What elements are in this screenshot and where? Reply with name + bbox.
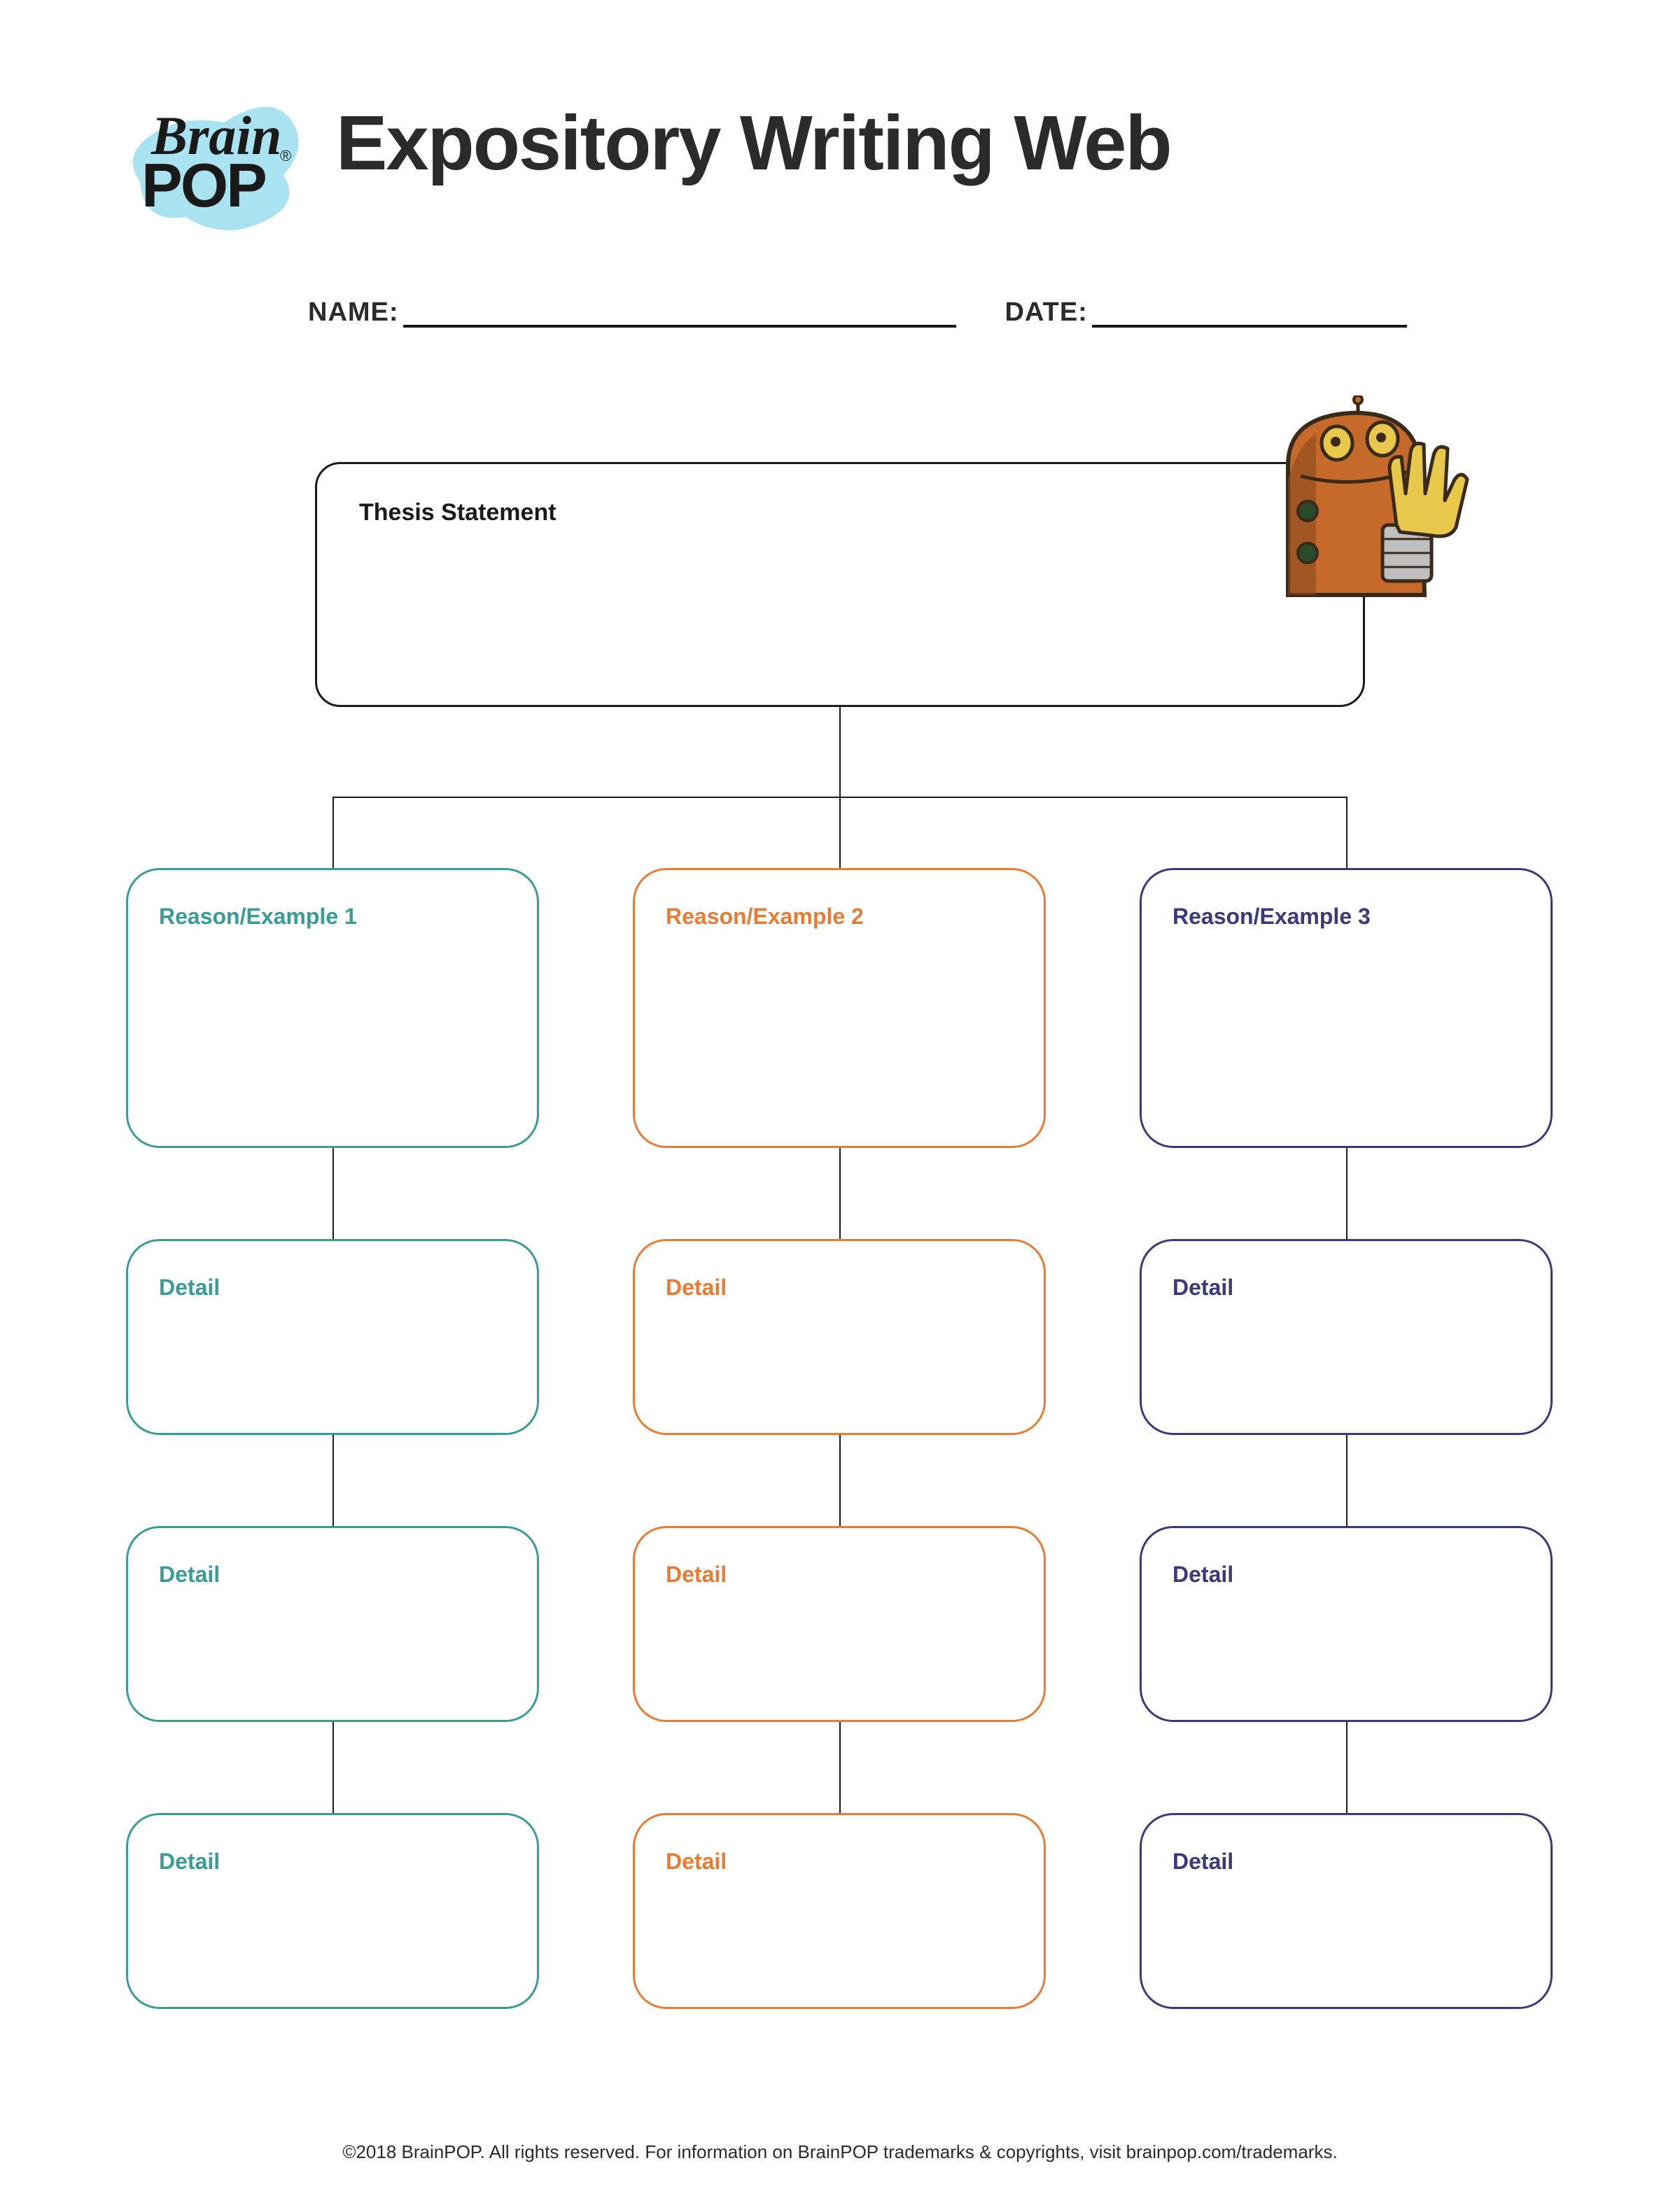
name-input-line[interactable] bbox=[403, 294, 956, 328]
connector bbox=[839, 707, 841, 798]
reason-label-2: Reason/Example 2 bbox=[666, 904, 1013, 930]
connector bbox=[1346, 1722, 1348, 1813]
logo-line2: POP bbox=[141, 150, 265, 220]
connector bbox=[332, 1435, 334, 1526]
connector bbox=[1346, 797, 1348, 868]
detail-box-3a[interactable]: Detail bbox=[1140, 1239, 1553, 1435]
name-field: NAME: bbox=[308, 294, 956, 328]
thesis-box[interactable]: Thesis Statement bbox=[315, 462, 1365, 707]
reason-label-1: Reason/Example 1 bbox=[159, 904, 506, 930]
detail-label-1a: Detail bbox=[159, 1275, 506, 1301]
detail-box-3b[interactable]: Detail bbox=[1140, 1526, 1553, 1722]
page-title: Expository Writing Web bbox=[336, 105, 1171, 182]
detail-label-2a: Detail bbox=[666, 1275, 1013, 1301]
header: Brain POP ® Expository Writing Web bbox=[126, 84, 1554, 238]
detail-label-2c: Detail bbox=[666, 1849, 1013, 1875]
logo-registered: ® bbox=[280, 147, 291, 164]
detail-label-1c: Detail bbox=[159, 1849, 506, 1875]
connector bbox=[839, 797, 841, 868]
brainpop-logo: Brain POP ® bbox=[126, 84, 308, 238]
connector bbox=[839, 1435, 841, 1526]
thesis-label: Thesis Statement bbox=[359, 499, 1321, 526]
connector bbox=[1346, 1148, 1348, 1239]
detail-label-3a: Detail bbox=[1172, 1275, 1520, 1301]
connector bbox=[332, 1722, 334, 1813]
connector bbox=[332, 797, 334, 868]
detail-label-1b: Detail bbox=[159, 1562, 506, 1588]
fields-row: NAME: DATE: bbox=[308, 294, 1554, 328]
detail-box-1a[interactable]: Detail bbox=[126, 1239, 539, 1435]
detail-box-2a[interactable]: Detail bbox=[633, 1239, 1046, 1435]
detail-box-1c[interactable]: Detail bbox=[126, 1813, 539, 2009]
detail-box-3c[interactable]: Detail bbox=[1140, 1813, 1553, 2009]
footer-text: ©2018 BrainPOP. All rights reserved. For… bbox=[0, 2141, 1680, 2163]
detail-label-2b: Detail bbox=[666, 1562, 1013, 1588]
reason-box-2[interactable]: Reason/Example 2 bbox=[633, 868, 1046, 1148]
connector bbox=[1346, 1435, 1348, 1526]
robot-icon bbox=[1246, 396, 1470, 598]
worksheet-page: Brain POP ® Expository Writing Web NAME:… bbox=[0, 0, 1680, 2205]
date-field: DATE: bbox=[1005, 294, 1407, 328]
detail-label-3b: Detail bbox=[1172, 1562, 1520, 1588]
connector bbox=[839, 1148, 841, 1239]
connector bbox=[332, 1148, 334, 1239]
reason-box-1[interactable]: Reason/Example 1 bbox=[126, 868, 539, 1148]
writing-web-diagram: Thesis Statement Reason/Example 1 Detail… bbox=[126, 462, 1554, 2002]
date-input-line[interactable] bbox=[1092, 294, 1407, 328]
name-label: NAME: bbox=[308, 298, 399, 328]
detail-box-2b[interactable]: Detail bbox=[633, 1526, 1046, 1722]
detail-box-1b[interactable]: Detail bbox=[126, 1526, 539, 1722]
detail-label-3c: Detail bbox=[1172, 1849, 1520, 1875]
detail-box-2c[interactable]: Detail bbox=[633, 1813, 1046, 2009]
connector bbox=[839, 1722, 841, 1813]
date-label: DATE: bbox=[1005, 298, 1088, 328]
reason-box-3[interactable]: Reason/Example 3 bbox=[1140, 868, 1553, 1148]
reason-label-3: Reason/Example 3 bbox=[1172, 904, 1520, 930]
